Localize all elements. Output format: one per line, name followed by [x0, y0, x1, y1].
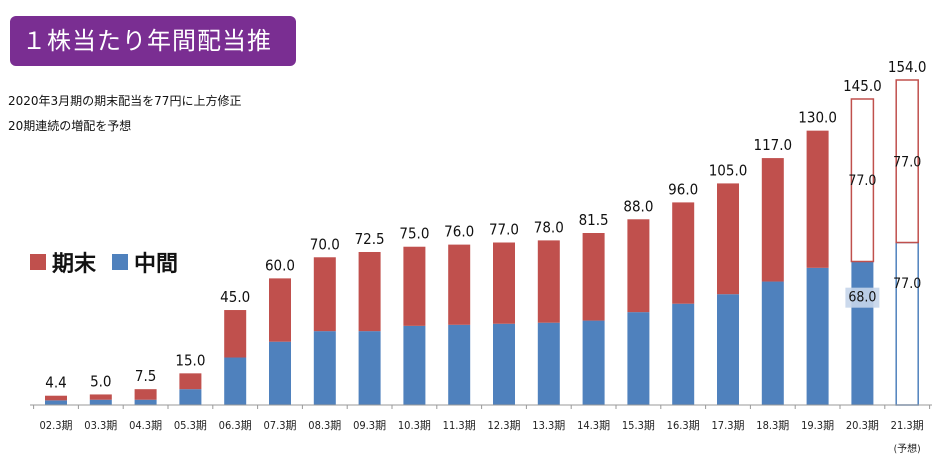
legend: 期末 中間	[30, 246, 194, 278]
bar-interim	[851, 261, 874, 405]
legend-label-interim: 中間	[134, 252, 179, 277]
bar-final	[493, 242, 515, 324]
total-label: 15.0	[175, 351, 205, 369]
total-label: 45.0	[220, 288, 250, 306]
bar-interim	[895, 241, 919, 406]
bar-interim	[269, 341, 291, 405]
final-segment-label: 77.0	[848, 173, 876, 189]
x-tick-label: 11.3期	[443, 419, 476, 432]
total-label: 70.0	[310, 235, 340, 253]
bar-interim	[537, 322, 560, 405]
x-tick-label: 10.3期	[398, 419, 431, 432]
x-tick-label: 19.3期	[801, 419, 834, 432]
total-label: 4.4	[45, 374, 66, 392]
x-tick-label: 18.3期	[756, 419, 789, 432]
bar-final	[179, 373, 202, 390]
x-tick-label: 12.3期	[487, 419, 520, 432]
bar-interim	[45, 400, 67, 405]
total-label: 130.0	[798, 109, 837, 127]
total-label: 5.0	[90, 372, 111, 390]
bar-final	[45, 395, 67, 401]
bar-final	[582, 233, 605, 321]
x-tick-label: 15.3期	[622, 419, 655, 432]
note-revision: 2020年3月期の期末配当を77円に上方修正	[8, 94, 242, 108]
bar-interim	[448, 324, 471, 405]
x-tick-label: 20.3期	[846, 419, 879, 432]
legend-label-final: 期末	[52, 252, 97, 277]
bar-final	[269, 278, 291, 342]
bar-interim	[717, 294, 739, 405]
x-tick-label: 06.3期	[219, 419, 252, 432]
bar-final	[358, 251, 381, 332]
total-label: 88.0	[623, 197, 653, 215]
bar-interim	[761, 281, 784, 405]
x-tick-label: 02.3期	[39, 419, 72, 432]
x-tick-label: 08.3期	[308, 419, 341, 432]
legend-swatch-final	[30, 254, 46, 270]
bar-interim	[582, 320, 605, 405]
total-label: 78.0	[534, 218, 564, 236]
interim-segment-label: 77.0	[893, 276, 921, 292]
bar-final	[89, 394, 112, 400]
x-tick-label: 14.3期	[577, 419, 610, 432]
bar-interim	[89, 399, 112, 405]
bar-interim	[806, 267, 829, 405]
bar-interim	[627, 312, 650, 405]
legend-swatch-interim	[112, 254, 129, 270]
interim-label-bg	[845, 287, 880, 308]
bar-final	[850, 98, 875, 263]
interim-segment-label: 68.0	[848, 290, 876, 306]
bar-final	[895, 79, 919, 244]
bar-final	[806, 130, 829, 268]
x-tick-label: 16.3期	[667, 419, 700, 432]
total-label: 154.0	[888, 58, 927, 76]
x-tick-label: 13.3期	[532, 419, 565, 432]
x-tick-label: 04.3期	[129, 419, 162, 432]
bar-final	[627, 219, 650, 313]
total-label: 117.0	[753, 136, 792, 154]
total-label: 81.5	[579, 211, 609, 229]
bar-final	[537, 240, 560, 323]
bar-final	[134, 389, 157, 400]
x-tick-label: 09.3期	[353, 419, 386, 432]
bar-interim	[493, 323, 515, 405]
bar-interim	[358, 331, 381, 405]
total-label: 145.0	[843, 77, 882, 95]
bar-final	[313, 257, 336, 332]
x-tick-label: 21.3期	[891, 419, 924, 432]
bar-interim	[179, 389, 202, 405]
total-label: 105.0	[709, 161, 748, 179]
legend-item-final: 期末	[30, 246, 96, 278]
total-label: 96.0	[668, 180, 698, 198]
x-tick-label: 17.3期	[711, 419, 744, 432]
x-tick-label: 03.3期	[84, 419, 117, 432]
chart-title: １株当たり年間配当推移	[10, 16, 296, 105]
bar-final	[403, 246, 426, 326]
final-segment-label: 77.0	[893, 154, 921, 170]
bar-interim	[403, 325, 426, 405]
total-label: 77.0	[489, 221, 519, 239]
x-tick-label: 05.3期	[174, 419, 207, 432]
bar-final	[761, 158, 784, 282]
total-label: 72.5	[355, 230, 385, 248]
bar-interim	[672, 303, 695, 405]
bar-final	[448, 244, 471, 325]
bar-interim	[134, 399, 157, 405]
bar-interim	[313, 331, 336, 405]
total-label: 7.5	[135, 367, 156, 385]
bar-final	[224, 310, 247, 358]
bar-final	[672, 202, 695, 304]
legend-item-interim: 中間	[112, 246, 178, 278]
bar-final	[717, 183, 739, 295]
total-label: 60.0	[265, 256, 295, 274]
bar-interim	[224, 357, 247, 405]
note-forecast: 20期連続の増配を予想	[8, 119, 132, 133]
x-tick-label: 07.3期	[263, 419, 296, 432]
total-label: 76.0	[444, 223, 474, 241]
forecast-note: (予想)	[894, 442, 921, 455]
total-label: 75.0	[399, 225, 429, 243]
